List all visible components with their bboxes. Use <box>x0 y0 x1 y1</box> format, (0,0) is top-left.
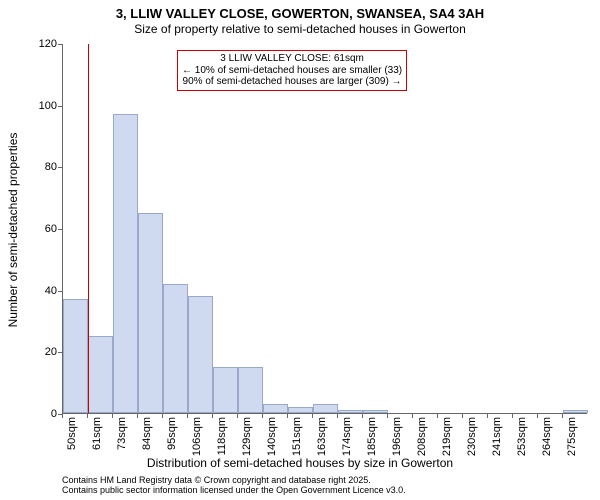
x-tick-label: 219sqm <box>441 417 453 456</box>
annotation-line: 3 LLIW VALLEY CLOSE: 61sqm <box>182 53 402 65</box>
histogram-bar <box>238 367 263 413</box>
y-axis-label: Number of semi-detached properties <box>6 133 20 328</box>
x-tick-label: 106sqm <box>191 417 203 456</box>
y-tick-label: 40 <box>27 285 57 297</box>
x-tick-label: 95sqm <box>166 417 178 450</box>
chart-subtitle: Size of property relative to semi-detach… <box>0 22 600 36</box>
histogram-bar <box>363 410 388 413</box>
histogram-bar <box>88 336 113 413</box>
reference-line <box>88 44 89 413</box>
histogram-bar <box>138 213 163 413</box>
y-tick-label: 100 <box>27 100 57 112</box>
histogram-bar <box>188 296 213 413</box>
footer-line-2: Contains public sector information licen… <box>62 486 406 496</box>
histogram-bar <box>563 410 588 413</box>
x-tick-label: 73sqm <box>116 417 128 450</box>
histogram-bar <box>313 404 338 413</box>
x-tick-label: 151sqm <box>291 417 303 456</box>
y-tick-label: 60 <box>27 223 57 235</box>
x-tick-label: 264sqm <box>541 417 553 456</box>
x-tick-label: 84sqm <box>141 417 153 450</box>
y-tick-label: 0 <box>27 408 57 420</box>
x-tick-label: 185sqm <box>366 417 378 456</box>
x-axis-label: Distribution of semi-detached houses by … <box>0 456 600 470</box>
y-tick-label: 120 <box>27 38 57 50</box>
x-tick-label: 253sqm <box>516 417 528 456</box>
y-tick-label: 20 <box>27 346 57 358</box>
x-tick-label: 196sqm <box>391 417 403 456</box>
y-tick-label: 80 <box>27 161 57 173</box>
x-tick-label: 129sqm <box>241 417 253 456</box>
histogram-bar <box>288 407 313 413</box>
footer-attribution: Contains HM Land Registry data © Crown c… <box>62 476 406 496</box>
x-tick-label: 118sqm <box>216 417 228 455</box>
x-tick-label: 241sqm <box>491 417 503 456</box>
annotation-callout: 3 LLIW VALLEY CLOSE: 61sqm← 10% of semi-… <box>177 50 407 91</box>
chart-container: 3, LLIW VALLEY CLOSE, GOWERTON, SWANSEA,… <box>0 0 600 500</box>
x-tick-label: 163sqm <box>316 417 328 456</box>
histogram-bar <box>213 367 238 413</box>
histogram-bar <box>338 410 363 413</box>
x-tick-label: 208sqm <box>416 417 428 456</box>
histogram-bar <box>263 404 288 413</box>
histogram-plot <box>62 44 587 414</box>
histogram-bar <box>63 299 88 413</box>
x-tick-label: 174sqm <box>341 417 353 456</box>
x-tick-label: 230sqm <box>466 417 478 456</box>
histogram-bar <box>113 114 138 413</box>
x-tick-label: 275sqm <box>566 417 578 456</box>
histogram-bar <box>163 284 188 414</box>
annotation-line: 90% of semi-detached houses are larger (… <box>182 76 402 88</box>
x-tick-label: 140sqm <box>266 417 278 456</box>
x-tick-label: 50sqm <box>66 417 78 450</box>
x-tick-label: 61sqm <box>91 417 103 450</box>
annotation-line: ← 10% of semi-detached houses are smalle… <box>182 65 402 77</box>
chart-title: 3, LLIW VALLEY CLOSE, GOWERTON, SWANSEA,… <box>0 0 600 22</box>
plot-area: 02040608010012050sqm61sqm73sqm84sqm95sqm… <box>62 44 587 414</box>
